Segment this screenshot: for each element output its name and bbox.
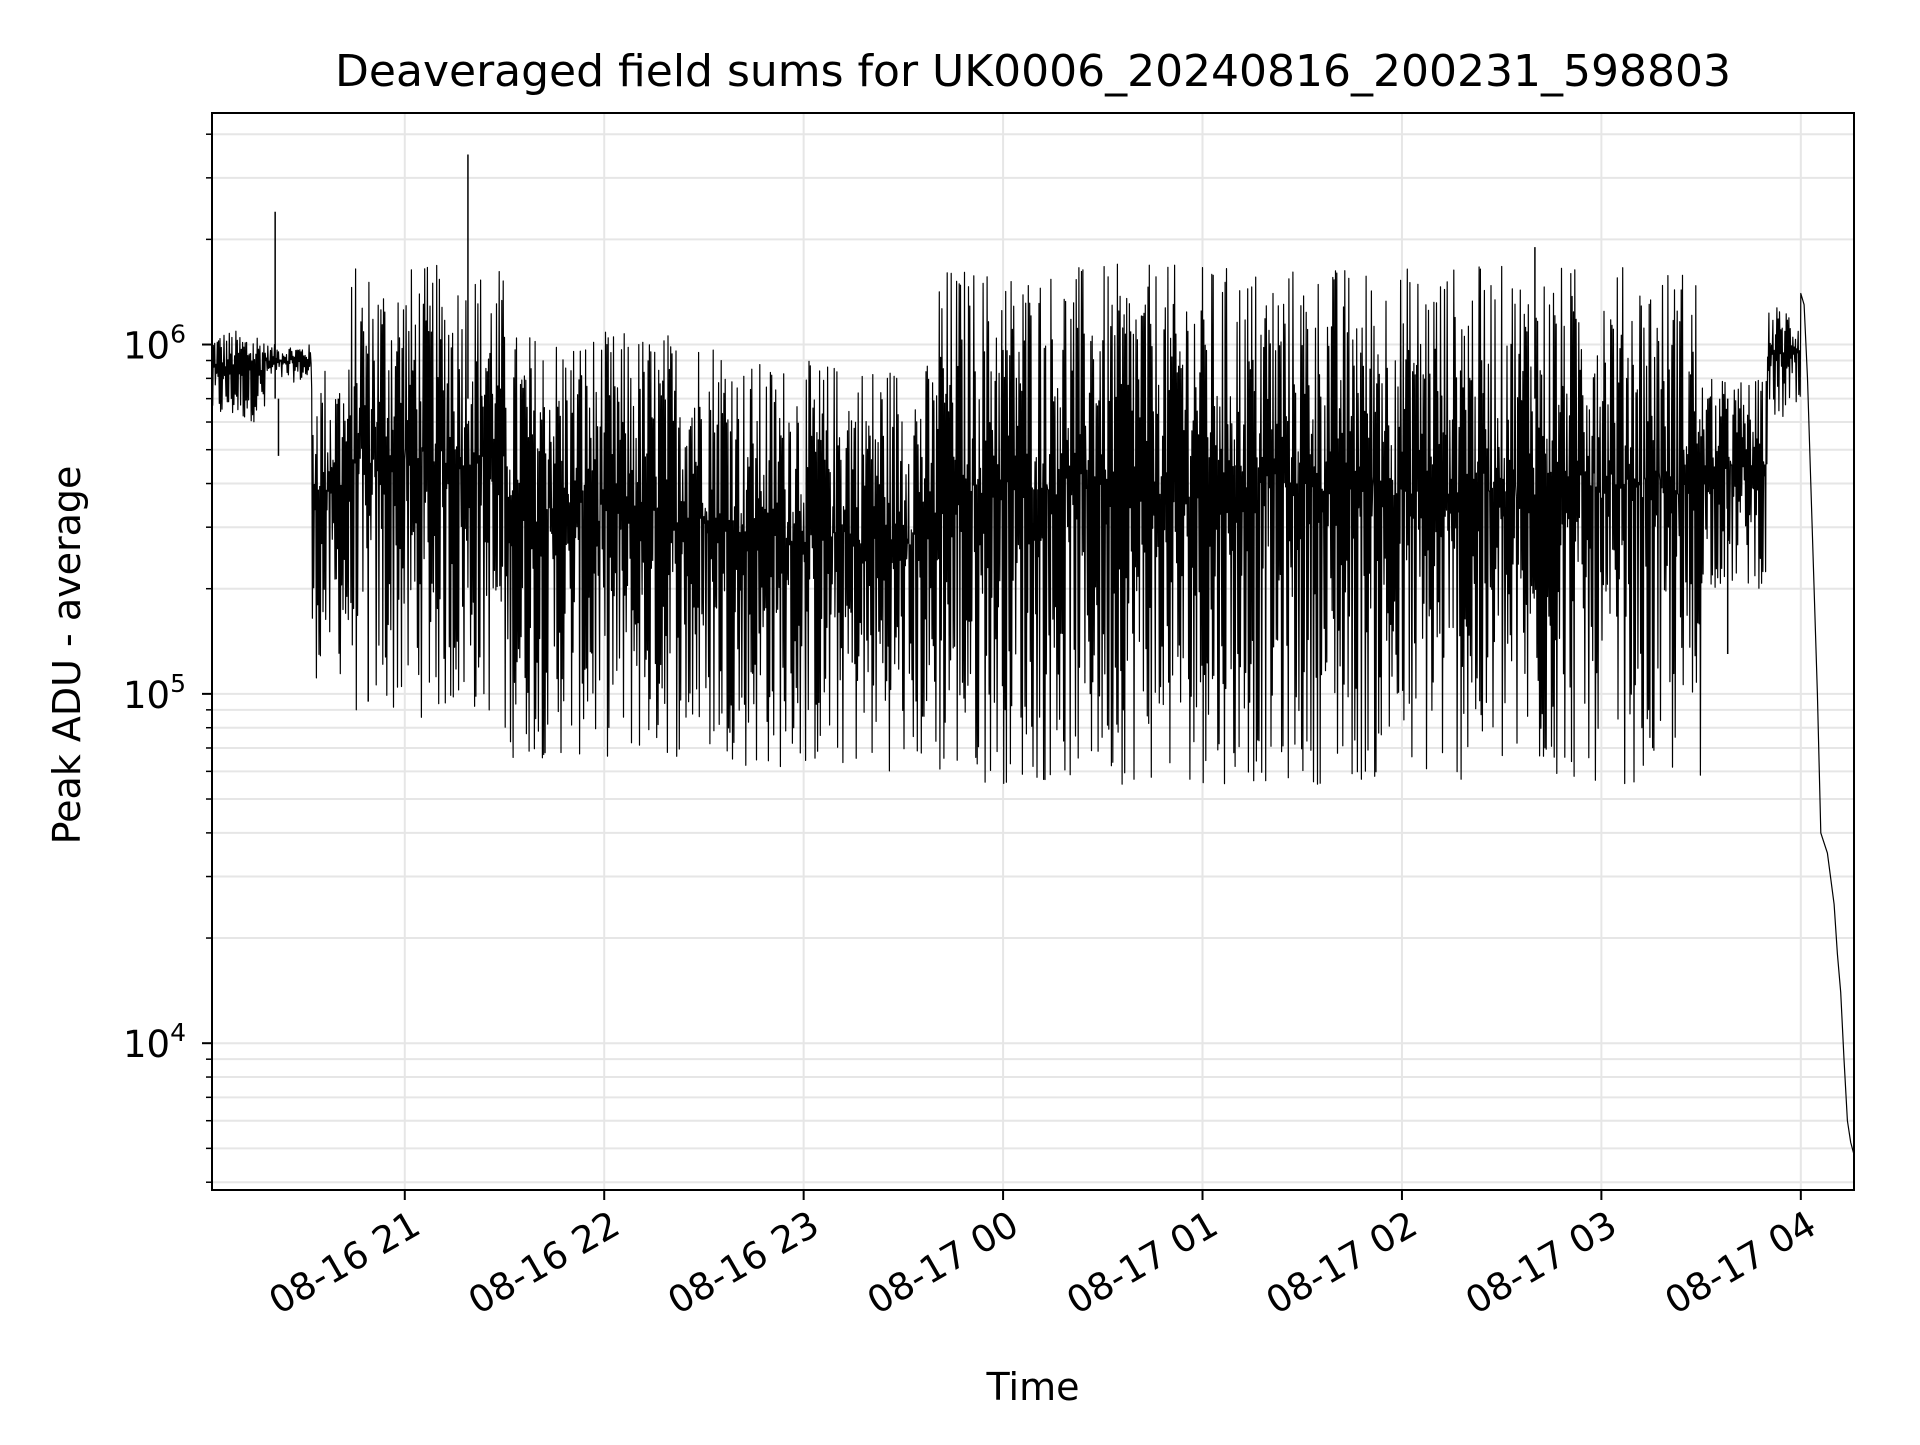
plot-area-frame [211, 112, 1855, 1191]
chart-title: Deaveraged field sums for UK0006_2024081… [335, 46, 1731, 97]
x-axis-label: Time [986, 1365, 1080, 1409]
series-line [211, 263, 1855, 1155]
x-tick-label: 08-17 01 [1059, 1203, 1225, 1323]
x-tick-label: 08-16 23 [661, 1203, 827, 1323]
y-tick-label: 106 [123, 320, 186, 368]
x-tick-label: 08-17 00 [860, 1203, 1026, 1323]
x-tick-label: 08-17 02 [1259, 1203, 1425, 1323]
x-tick-label: 08-16 21 [262, 1203, 428, 1323]
y-tick-label: 104 [123, 1018, 186, 1066]
series-peak-adu [211, 154, 1855, 1155]
x-tick-label: 08-17 04 [1658, 1203, 1824, 1323]
x-tick-label: 08-17 03 [1458, 1203, 1624, 1323]
y-axis-label: Peak ADU - average [45, 466, 89, 845]
x-tick-label: 08-16 22 [461, 1203, 627, 1323]
y-tick-label: 105 [123, 669, 186, 717]
